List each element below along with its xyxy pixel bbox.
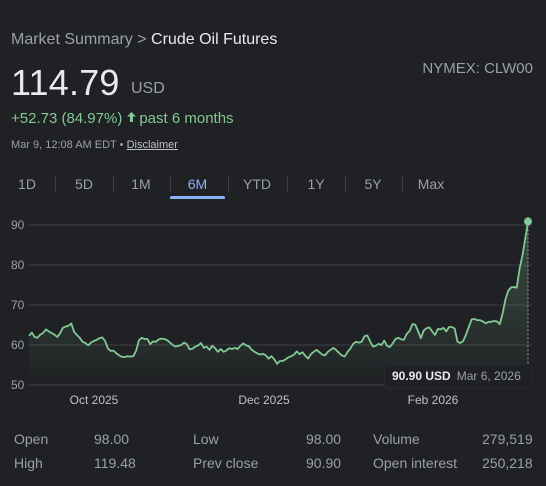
stat-volume: Volume 279,519 [373, 431, 533, 447]
stat-label: Prev close [193, 455, 259, 471]
disclaimer-link[interactable]: Disclaimer [126, 139, 178, 151]
stat-value: 279,519 [482, 431, 533, 447]
hover-point [524, 217, 532, 226]
change-period: past 6 months [139, 110, 234, 127]
tab-5y[interactable]: 5Y [364, 176, 382, 192]
ticker-symbol: NYMEX: CLW00 [422, 60, 533, 77]
stat-high: High 119.48 [14, 455, 136, 471]
hover-tooltip: 90.90 USD Mar 6, 2026 [385, 365, 531, 388]
price-line [28, 221, 529, 365]
y-tick-label: 90 [11, 218, 25, 232]
meta-separator: • [119, 139, 124, 151]
tab-divider [402, 176, 403, 192]
tab-1d[interactable]: 1D [18, 176, 36, 192]
x-tick-label: Oct 2025 [70, 393, 119, 407]
price-change: +52.73 (84.97%) past 6 months [11, 110, 234, 127]
x-tick-label: Dec 2025 [238, 393, 290, 407]
breadcrumb-current: Crude Oil Futures [151, 31, 278, 48]
y-tick-label: 50 [11, 378, 25, 392]
stat-open-interest: Open interest 250,218 [373, 455, 533, 471]
tab-divider [287, 176, 288, 192]
stat-value: 119.48 [94, 455, 136, 471]
tab-divider [228, 176, 229, 192]
stat-open: Open 98.00 [14, 431, 129, 447]
tooltip-value: 90.90 USD [392, 369, 451, 383]
stat-value: 98.00 [306, 431, 342, 447]
stat-value: 98.00 [94, 431, 130, 447]
stat-label: Low [193, 431, 219, 447]
tab-divider [345, 176, 346, 192]
breadcrumb-parent-link[interactable]: Market Summary [11, 31, 133, 48]
y-tick-label: 60 [11, 338, 25, 352]
breadcrumb: Market Summary > Crude Oil Futures [11, 31, 277, 49]
price-area-fill [29, 221, 528, 385]
stat-label: Volume [373, 431, 420, 447]
tab-6m[interactable]: 6M [170, 170, 225, 199]
price-value: 114.79 [11, 62, 120, 103]
tab-divider [170, 176, 171, 192]
stat-label: Open interest [373, 455, 458, 471]
tab-max[interactable]: Max [417, 176, 445, 192]
stat-value: 250,218 [482, 455, 533, 471]
y-tick-label: 80 [11, 258, 25, 272]
x-tick-label: Feb 2026 [408, 393, 459, 407]
tab-divider [113, 176, 114, 192]
quote-timestamp: Mar 9, 12:08 AM EDT [11, 139, 117, 151]
tab-5d[interactable]: 5D [75, 176, 93, 192]
tab-divider [55, 176, 56, 192]
breadcrumb-separator: > [137, 31, 147, 48]
range-tabs: 1D 5D 1M 6M YTD 1Y 5Y Max [0, 170, 546, 200]
stat-label: Open [14, 431, 49, 447]
stat-low: Low 98.00 [193, 431, 341, 447]
change-amount: +52.73 (84.97%) [11, 110, 123, 127]
y-tick-label: 70 [11, 298, 25, 312]
arrow-up-icon [126, 110, 137, 127]
price-currency: USD [131, 80, 165, 97]
stat-prev-close: Prev close 90.90 [193, 455, 341, 471]
stat-value: 90.90 [306, 455, 342, 471]
tab-1m[interactable]: 1M [131, 176, 151, 192]
stat-label: High [14, 455, 43, 471]
quote-meta: Mar 9, 12:08 AM EDT • Disclaimer [11, 139, 178, 151]
tooltip-date: Mar 6, 2026 [456, 369, 521, 383]
tab-ytd[interactable]: YTD [243, 176, 271, 192]
tab-1y[interactable]: 1Y [307, 176, 325, 192]
